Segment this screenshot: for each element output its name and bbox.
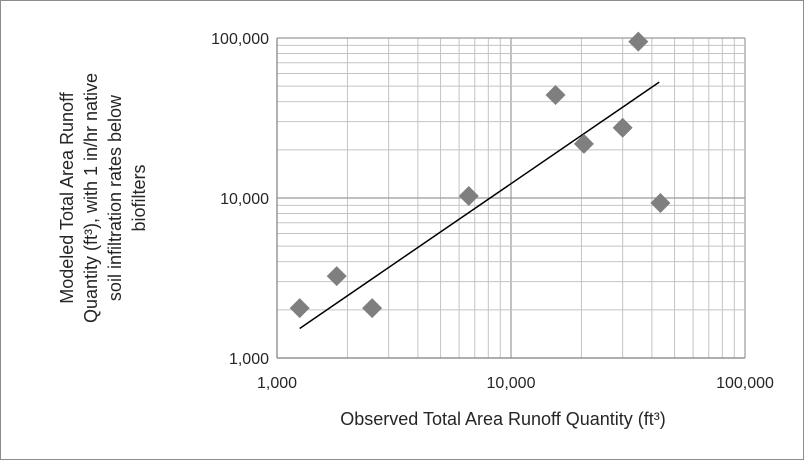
y-axis-title: Modeled Total Area Runoff Quantity (ft³),… [57,73,149,323]
x-axis-title: Observed Total Area Runoff Quantity (ft³… [340,409,666,429]
data-point-diamond [326,266,347,287]
data-point-diamond [458,185,479,206]
data-point-diamond [628,31,649,52]
x-tick-label: 10,000 [487,375,536,392]
y-axis-title-line: soil infiltration rates below [105,94,125,301]
trendline [299,81,660,330]
data-point-diamond [573,133,594,154]
data-point-diamond [362,298,383,319]
x-tick-label: 100,000 [716,375,774,392]
x-tick-label: 1,000 [257,375,297,392]
data-point-diamond [289,298,310,319]
y-axis-title-line: biofilters [129,164,149,231]
y-axis-title-line: Modeled Total Area Runoff [57,91,77,303]
y-tick-label: 100,000 [211,31,269,48]
data-point-diamond [612,117,633,138]
data-points [289,31,671,319]
gridlines [276,37,746,359]
tick-labels: 1,000 10,000 100,000 1,000 10,000 100,000 [211,31,774,392]
y-tick-label: 10,000 [220,191,269,208]
y-tick-label: 1,000 [229,351,269,368]
data-point-diamond [650,193,671,214]
trendline-group [299,81,660,330]
y-axis-title-line: Quantity (ft³), with 1 in/hr native [81,73,101,323]
data-point-diamond [545,85,566,106]
